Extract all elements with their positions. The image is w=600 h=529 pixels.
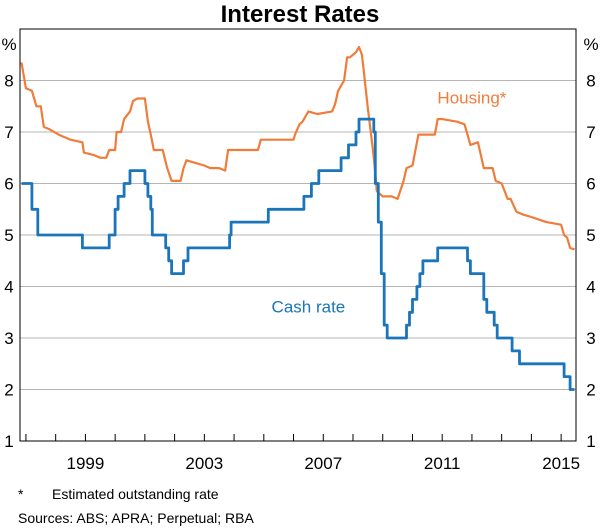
y-tick-label-left: 5 bbox=[4, 226, 13, 245]
y-tick-label-right: 8 bbox=[586, 72, 595, 91]
y-tick-label-left: 6 bbox=[4, 175, 13, 194]
y-tick-label-right: 1 bbox=[586, 432, 595, 451]
y-tick-label-right: 5 bbox=[586, 226, 595, 245]
y-tick-label-left: 4 bbox=[4, 278, 13, 297]
y-tick-label-left: 8 bbox=[4, 72, 13, 91]
y-tick-label-left: 7 bbox=[4, 123, 13, 142]
x-tick-label: 2003 bbox=[185, 454, 223, 473]
sources-note: Sources: ABS; APRA; Perpetual; RBA bbox=[18, 510, 254, 526]
axis-labels: 1 1 2 2 3 3 4 4 5 5 6 6 7 7 8 8 1999 2003 2007 2011 2015 bbox=[4, 72, 595, 474]
chart-title: Interest Rates bbox=[221, 1, 380, 28]
series-label: Housing* bbox=[437, 89, 506, 108]
cash-rate-line bbox=[21, 117, 575, 391]
footnote-text: Estimated outstanding rate bbox=[52, 486, 219, 502]
footnote-marker: * bbox=[18, 486, 24, 502]
y-tick-label-left: 2 bbox=[4, 381, 13, 400]
y-tick-label-right: 3 bbox=[586, 329, 595, 348]
axis-ticks bbox=[25, 434, 562, 441]
y-tick-label-right: 2 bbox=[586, 381, 595, 400]
y-tick-label-right: 7 bbox=[586, 123, 595, 142]
housing-line bbox=[20, 45, 575, 251]
y-tick-label-left: 1 bbox=[4, 432, 13, 451]
x-tick-label: 2007 bbox=[304, 454, 342, 473]
y-tick-label-left: 3 bbox=[4, 329, 13, 348]
y-axis-unit-left: % bbox=[1, 35, 16, 54]
series-layer bbox=[20, 45, 575, 391]
y-tick-label-right: 4 bbox=[586, 278, 595, 297]
x-tick-label: 2015 bbox=[542, 454, 580, 473]
x-tick-label: 1999 bbox=[66, 454, 104, 473]
series-label: Cash rate bbox=[272, 297, 346, 316]
plot-frame bbox=[19, 28, 577, 442]
x-tick-label: 2011 bbox=[424, 454, 461, 473]
y-tick-label-right: 6 bbox=[586, 175, 595, 194]
y-axis-unit-right: % bbox=[583, 35, 598, 54]
series-labels: Housing* Cash rate bbox=[272, 89, 507, 317]
